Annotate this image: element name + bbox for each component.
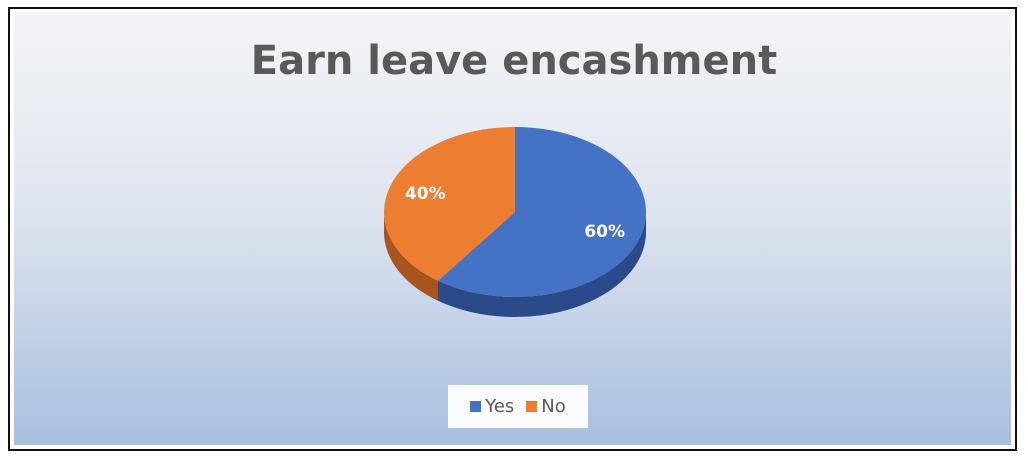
legend-item-no: No xyxy=(526,396,566,417)
data-label-yes: 60% xyxy=(584,222,625,242)
pie-slice-no xyxy=(383,126,515,281)
chart-title: Earn leave encashment xyxy=(250,38,778,84)
legend-item-yes: Yes xyxy=(470,396,514,417)
pie-side-no xyxy=(384,212,439,301)
data-label-no: 40% xyxy=(405,184,446,204)
legend: Yes No xyxy=(448,385,588,428)
legend-swatch-yes xyxy=(470,401,482,412)
pie-slice-yes xyxy=(438,127,646,297)
legend-label-yes: Yes xyxy=(485,396,515,417)
legend-label-no: No xyxy=(541,396,566,417)
pie-side-yes xyxy=(438,212,646,317)
legend-swatch-no xyxy=(526,401,538,412)
